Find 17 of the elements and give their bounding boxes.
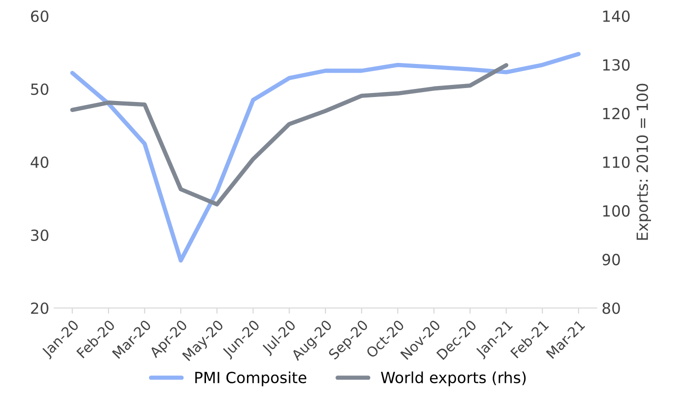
y-tick-label: 50 [31, 83, 48, 96]
y-tick-label: 20 [31, 302, 48, 314]
y2-tick-label: 100 [603, 205, 630, 217]
legend-label: World exports (rhs) [380, 371, 526, 386]
y2-tick-label: 130 [603, 59, 630, 71]
y2-tick-label: 110 [603, 156, 630, 168]
legend-label: PMI Composite [195, 371, 306, 386]
y2-tick-label: 80 [602, 302, 620, 314]
y-tick-label: 60 [31, 10, 48, 22]
y-tick-label: 30 [31, 229, 48, 242]
y2-tick-label: 120 [603, 108, 630, 120]
line-series [70, 52, 581, 263]
y-tick-label: 40 [30, 156, 48, 168]
y2-tick-label: 140 [603, 10, 630, 22]
y2-tick-label: 90 [602, 254, 620, 266]
line-series [70, 63, 508, 206]
y2-axis-title: Exports: 2010 = 100 [636, 84, 652, 240]
